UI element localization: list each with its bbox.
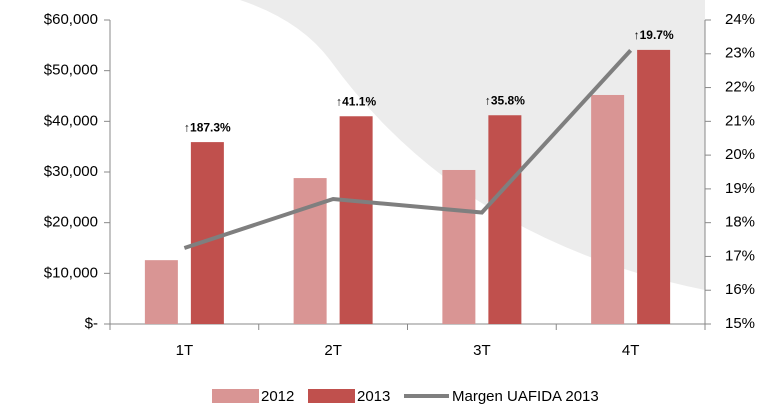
y-tick-label: $50,000 <box>44 62 98 79</box>
legend-label: Margen UAFIDA 2013 <box>452 388 599 405</box>
y-tick-label: $60,000 <box>44 11 98 28</box>
y2-tick-label: 15% <box>725 315 755 332</box>
y2-tick-label: 21% <box>725 112 755 129</box>
annotation: ↑187.3% <box>184 120 231 134</box>
bar <box>442 169 476 324</box>
y-tick-label: $20,000 <box>44 214 98 231</box>
bar <box>488 115 522 325</box>
x-tick-label: 3T <box>473 342 491 359</box>
bar <box>339 116 373 325</box>
y2-tick-label: 22% <box>725 79 755 96</box>
bar <box>144 260 178 324</box>
y-tick-label: $- <box>85 315 98 332</box>
line <box>183 49 633 250</box>
bar <box>190 142 224 324</box>
bar <box>637 49 671 324</box>
x-tick-label: 1T <box>176 342 194 359</box>
y2-tick-label: 17% <box>725 247 755 264</box>
bar <box>293 178 327 324</box>
legend-label: 2013 <box>357 388 390 405</box>
background-shape <box>240 0 705 290</box>
annotation: ↑35.8% <box>485 93 525 107</box>
y2-tick-label: 16% <box>725 281 755 298</box>
y-tick-label: $30,000 <box>44 163 98 180</box>
y2-tick-label: 24% <box>725 11 755 28</box>
y2-tick-label: 18% <box>725 214 755 231</box>
y2-tick-label: 20% <box>725 146 755 163</box>
legend-label: 2012 <box>261 388 294 405</box>
legend-swatch <box>308 389 355 403</box>
legend-swatch <box>212 389 259 403</box>
annotation: ↑41.1% <box>336 94 376 108</box>
x-tick-label: 2T <box>324 342 342 359</box>
y-tick-label: $10,000 <box>44 264 98 281</box>
annotation: ↑19.7% <box>634 28 674 42</box>
y2-tick-label: 23% <box>725 45 755 62</box>
y-tick-label: $40,000 <box>44 112 98 129</box>
y2-tick-label: 19% <box>725 180 755 197</box>
x-tick-label: 4T <box>622 342 640 359</box>
bar <box>591 94 625 324</box>
